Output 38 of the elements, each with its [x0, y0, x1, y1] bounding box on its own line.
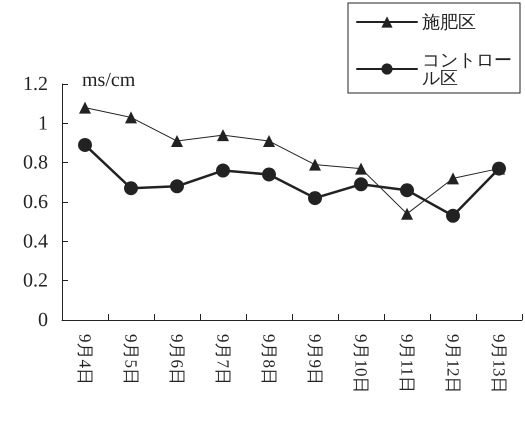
point	[78, 138, 92, 152]
x-tick-label: 9月4日	[76, 334, 94, 385]
point	[263, 135, 275, 148]
x-tick-label: 9月11日	[398, 334, 416, 393]
x-tick-label: 9月12日	[444, 334, 462, 394]
point	[354, 177, 368, 192]
x-tick-label: 9月8日	[260, 334, 278, 385]
point	[217, 129, 229, 142]
point	[308, 191, 322, 206]
y-tick-label: 1	[38, 112, 48, 134]
x-tick-label: 9月10日	[352, 334, 370, 394]
point	[216, 164, 230, 178]
point	[124, 181, 138, 196]
point	[309, 158, 321, 171]
x-tick-label: 9月7日	[214, 334, 232, 385]
point	[125, 111, 137, 124]
y-axis-title: ms/cm	[82, 69, 136, 91]
point	[446, 208, 460, 223]
point	[262, 167, 276, 182]
point	[400, 183, 414, 198]
y-tick-label: 1.2	[23, 73, 48, 95]
point	[355, 162, 367, 175]
x-tick-label: 9月6日	[168, 334, 186, 385]
legend-label: コントロール区	[422, 50, 512, 88]
point	[401, 208, 413, 220]
point	[447, 172, 459, 184]
y-tick-label: 0.2	[23, 270, 48, 292]
x-tick-label: 9月9日	[306, 334, 324, 385]
point	[171, 135, 183, 148]
x-tick-label: 9月13日	[490, 334, 508, 394]
x-tick-label: 9月5日	[122, 334, 140, 385]
y-tick-label: 0.8	[23, 152, 48, 174]
point	[79, 102, 91, 114]
point	[170, 179, 184, 194]
y-tick-label: 0.6	[23, 191, 48, 213]
y-tick-label: 0	[38, 309, 48, 331]
y-tick-label: 0.4	[23, 230, 48, 252]
legend-label: 施肥区	[422, 12, 476, 32]
